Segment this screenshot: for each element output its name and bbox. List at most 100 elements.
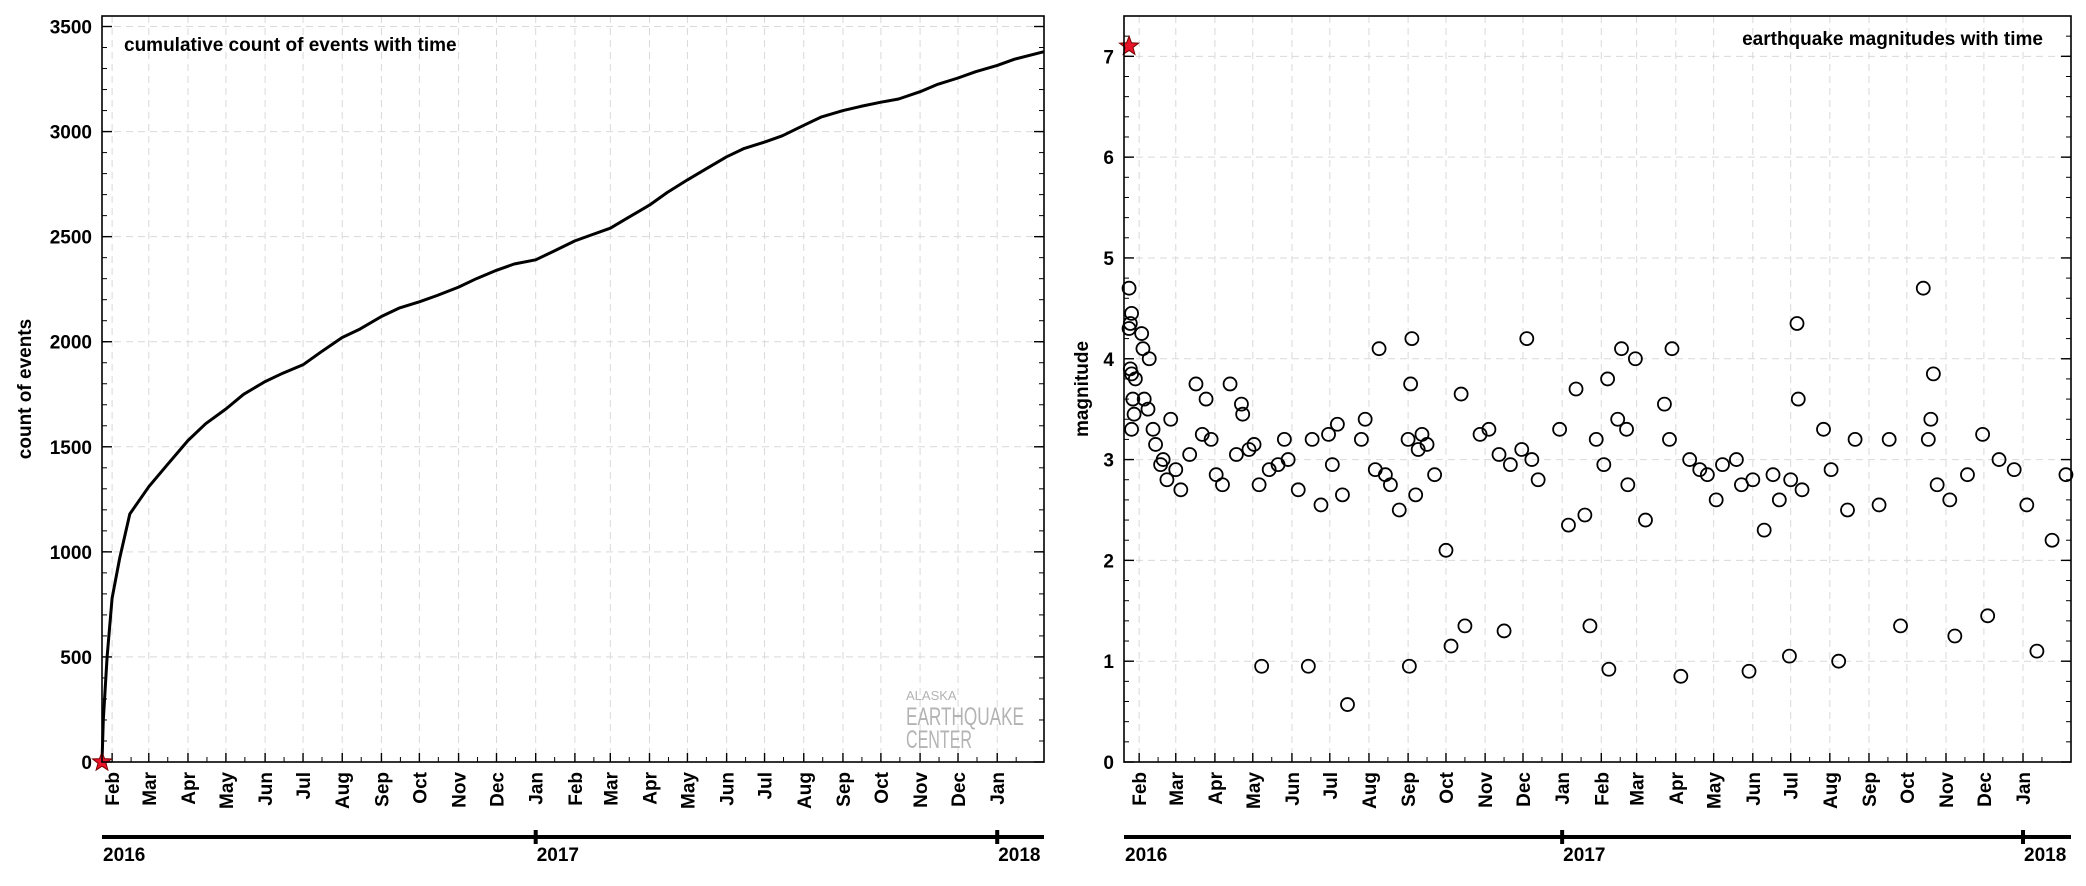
magnitude-point xyxy=(1728,452,1744,467)
right-month-label: Mar xyxy=(1628,771,1649,805)
left-ytick-label: 2500 xyxy=(50,228,92,249)
magnitude-point xyxy=(1692,462,1708,478)
magnitude-point xyxy=(1126,406,1142,422)
left-month-label: Jul xyxy=(756,772,777,799)
watermark-logo: ALASKA EARTHQUAKE CENTER xyxy=(906,688,1024,754)
magnitude-point xyxy=(1823,462,1839,478)
left-ytick-label: 0 xyxy=(81,753,92,774)
left-month-label: Aug xyxy=(333,772,354,809)
magnitude-point xyxy=(1403,376,1419,392)
right-month-label: Aug xyxy=(1360,772,1381,809)
right-ytick-label: 6 xyxy=(1103,148,1114,169)
right-year-label: 2018 xyxy=(2024,845,2066,866)
left-month-label: Mar xyxy=(140,771,161,805)
magnitude-point xyxy=(1771,492,1787,508)
magnitude-point xyxy=(1251,477,1267,493)
magnitude-point xyxy=(1682,452,1698,467)
magnitude-point xyxy=(1960,467,1975,483)
magnitude-point xyxy=(1600,371,1616,387)
magnitude-point xyxy=(1141,351,1157,367)
magnitude-point xyxy=(1582,618,1598,634)
magnitude-point xyxy=(1391,502,1407,518)
magnitude-point xyxy=(1782,648,1797,664)
right-month-label: Jan xyxy=(1553,772,1574,805)
magnitude-point xyxy=(1923,411,1939,427)
magnitude-point xyxy=(2006,462,2022,478)
magnitude-point xyxy=(1276,432,1292,447)
cumulative-count-line xyxy=(100,50,1045,763)
magnitude-point xyxy=(1530,472,1546,488)
magnitude-point xyxy=(1254,658,1270,674)
magnitude-point xyxy=(1596,457,1612,473)
right-month-label: Feb xyxy=(1130,772,1151,806)
magnitude-point xyxy=(1614,341,1629,357)
right-month-label: Feb xyxy=(1592,772,1613,806)
magnitude-point xyxy=(1601,661,1617,677)
left-plot-frame xyxy=(101,15,1045,763)
magnitude-point xyxy=(1638,512,1653,528)
right-panel-title: earthquake magnitudes with time xyxy=(1742,29,2043,50)
left-month-label: Aug xyxy=(795,772,816,809)
magnitude-point xyxy=(1134,326,1150,341)
magnitude-point xyxy=(1610,411,1626,427)
magnitude-point xyxy=(1234,396,1249,412)
left-month-label: Sep xyxy=(834,772,855,807)
magnitude-point xyxy=(1561,517,1576,533)
magnitude-point xyxy=(1313,497,1329,513)
magnitude-point xyxy=(1920,432,1936,447)
magnitude-point xyxy=(1524,452,1540,467)
magnitude-point xyxy=(1121,280,1137,296)
magnitude-point xyxy=(2029,643,2045,659)
cumulative-count-panel: 0 500 1000 1500 2000 2500 3000 3500 Feb Mar Apr May… xyxy=(15,15,1045,809)
magnitude-point xyxy=(1155,452,1171,467)
right-ytick-label: 3 xyxy=(1103,451,1114,472)
left-month-label: Jun xyxy=(718,772,739,806)
magnitude-point xyxy=(1300,658,1316,674)
right-month-label: Jul xyxy=(1321,772,1342,799)
magnitude-point xyxy=(1619,421,1634,437)
magnitude-point xyxy=(1400,432,1416,447)
left-year-timebar: 2016 2017 2018 xyxy=(102,830,1044,866)
right-grid xyxy=(1124,16,2071,762)
left-month-label: Nov xyxy=(450,772,471,808)
magnitude-point xyxy=(1182,447,1198,462)
watermark-line-1: ALASKA xyxy=(906,688,957,703)
magnitude-point xyxy=(1235,406,1251,422)
magnitude-point xyxy=(1163,411,1179,427)
magnitude-point xyxy=(1673,668,1689,684)
left-y-axis-label: count of events xyxy=(15,319,36,459)
magnitude-point xyxy=(1404,331,1420,346)
magnitude-point xyxy=(1408,487,1424,503)
right-month-label: Sep xyxy=(1860,772,1881,807)
left-month-label: Feb xyxy=(103,772,124,806)
left-ticks: 0 500 1000 1500 2000 2500 3000 3500 Feb Mar Apr May… xyxy=(50,18,1044,809)
magnitude-point xyxy=(1222,376,1238,392)
left-month-label: Apr xyxy=(179,771,200,804)
magnitude-point xyxy=(1427,467,1443,483)
right-month-label: Mar xyxy=(1167,771,1188,805)
right-y-axis-label: magnitude xyxy=(1072,341,1093,437)
right-month-label: Jun xyxy=(1744,772,1765,806)
magnitude-point xyxy=(1215,477,1230,493)
magnitude-point xyxy=(1947,628,1963,644)
magnitude-point xyxy=(1491,447,1507,462)
right-month-label: May xyxy=(1705,772,1726,809)
mainshock-star-icon xyxy=(1118,34,1140,56)
right-month-label: Nov xyxy=(1937,772,1958,808)
magnitude-point xyxy=(1662,432,1677,447)
magnitude-point xyxy=(1840,502,1855,518)
right-year-label: 2017 xyxy=(1563,845,1605,866)
left-year-label: 2016 xyxy=(103,845,145,866)
magnitude-point xyxy=(1371,341,1387,357)
magnitude-point xyxy=(1383,477,1398,493)
magnitude-point xyxy=(1765,467,1781,483)
right-series xyxy=(1118,34,2074,712)
magnitude-point xyxy=(1496,623,1512,639)
magnitude-point xyxy=(1188,376,1204,392)
right-month-label: Nov xyxy=(1476,772,1497,808)
right-month-label: May xyxy=(1244,772,1265,809)
left-ytick-label: 500 xyxy=(60,648,92,669)
magnitude-point xyxy=(1627,351,1643,367)
right-ytick-label: 0 xyxy=(1103,753,1114,774)
magnitude-point xyxy=(1127,371,1143,387)
